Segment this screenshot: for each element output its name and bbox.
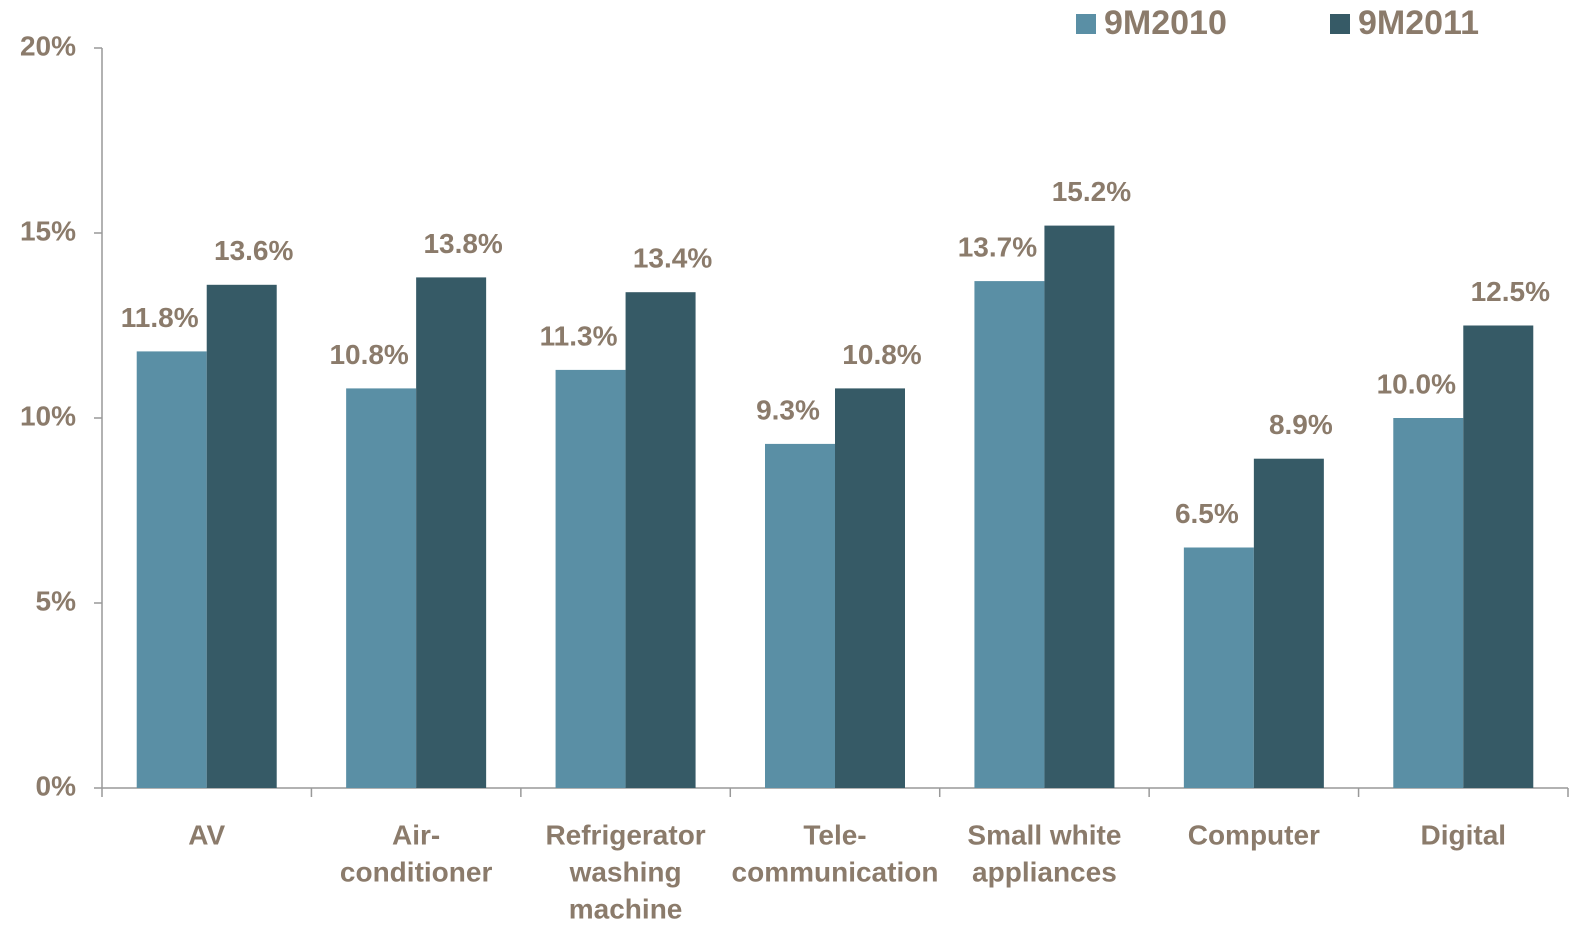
x-tick-label: Digital (1421, 819, 1507, 850)
bar (1044, 225, 1115, 789)
y-tick-label: 20% (20, 30, 76, 61)
bar (1393, 418, 1464, 788)
x-tick-label: Tele- (803, 819, 866, 850)
bar (136, 351, 207, 788)
data-label: 10.0% (1377, 368, 1456, 399)
bar (1463, 325, 1534, 788)
bar (206, 284, 277, 788)
x-tick-label: machine (569, 893, 683, 924)
data-label: 11.3% (540, 320, 618, 351)
y-tick-label: 5% (36, 585, 77, 616)
bar (974, 281, 1045, 788)
data-label: 13.8% (423, 228, 502, 259)
y-tick-label: 0% (36, 770, 77, 801)
legend-label: 9M2010 (1104, 4, 1227, 42)
data-label: 8.9% (1269, 409, 1333, 440)
data-label: 10.8% (329, 339, 408, 370)
y-tick-label: 15% (20, 215, 76, 246)
legend-swatch (1330, 14, 1350, 34)
data-label: 10.8% (842, 339, 921, 370)
bar (416, 277, 487, 788)
data-label: 15.2% (1052, 176, 1131, 207)
data-label: 12.5% (1471, 276, 1550, 307)
x-tick-label: communication (732, 856, 939, 887)
y-tick-label: 10% (20, 400, 76, 431)
bar (765, 443, 835, 788)
x-tick-label: Computer (1188, 819, 1320, 850)
x-tick-label: conditioner (340, 856, 493, 887)
data-label: 9.3% (756, 394, 820, 425)
bar (625, 292, 696, 788)
data-label: 11.8% (121, 302, 199, 333)
x-tick-label: Refrigerator (545, 819, 705, 850)
bar (1253, 458, 1324, 788)
legend-label: 9M2011 (1358, 4, 1479, 42)
x-tick-label: appliances (972, 856, 1117, 887)
data-label: 13.4% (633, 243, 712, 274)
data-label: 13.7% (958, 231, 1037, 262)
x-tick-label: AV (188, 819, 225, 850)
bar (835, 388, 905, 788)
x-tick-label: washing (569, 856, 682, 887)
data-label: 13.6% (214, 235, 293, 266)
data-label: 6.5% (1175, 498, 1239, 529)
x-tick-label: Small white (967, 819, 1121, 850)
x-tick-label: Air- (392, 819, 440, 850)
bar (346, 388, 417, 788)
legend-swatch (1076, 14, 1096, 34)
bar (555, 369, 626, 788)
bar (1183, 547, 1254, 788)
